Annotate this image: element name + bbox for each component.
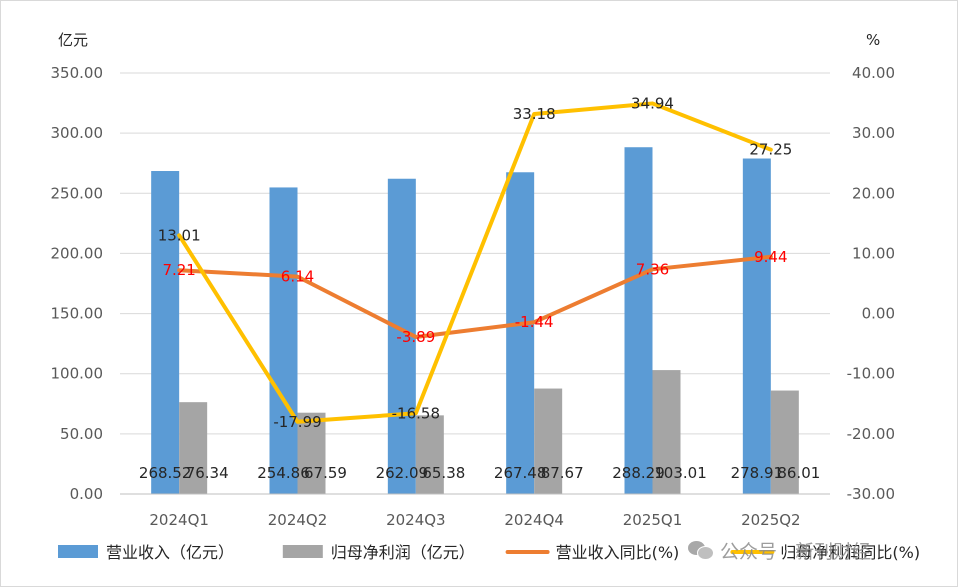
bar-value-label: 76.34 [186, 464, 229, 482]
line-value-label: 27.25 [749, 141, 792, 159]
axes: 0.00 50.00 100.00 150.00 200.00 250.00 300.00 3… [51, 31, 896, 529]
x-tick-label: 2024Q4 [504, 511, 564, 529]
y-right-unit-label: % [866, 31, 880, 49]
series-line [177, 254, 773, 339]
bar [652, 370, 681, 494]
legend: 营业收入（亿元） 归母净利润（亿元） 营业收入同比(%) 归母净利润同比(%) [58, 543, 920, 562]
line-value-label: 7.36 [636, 260, 669, 278]
y-left-unit-label: 亿元 [58, 31, 88, 49]
bar-value-label: 254.86 [257, 464, 310, 482]
data-labels: 268.52 254.86 262.09 267.48 288.29 278.91 76.3… [139, 94, 820, 482]
y-right-tick-label: 40.00 [852, 64, 895, 82]
y-left-tick-label: 350.00 [51, 64, 104, 82]
watermark: 公众号 · 新刊财经 [688, 535, 871, 565]
line-value-label: -16.58 [392, 404, 440, 422]
y-right-tick-label: 30.00 [852, 124, 895, 142]
line-value-label: -3.89 [396, 328, 435, 346]
bar [151, 171, 180, 495]
bar [415, 415, 444, 494]
line-value-label: 34.94 [631, 94, 674, 112]
bar [624, 147, 653, 494]
bar-value-label: 288.29 [612, 464, 665, 482]
bar [269, 187, 298, 495]
wechat-icon [688, 539, 714, 561]
series-line [177, 101, 773, 424]
bar [179, 402, 208, 494]
bar-value-label: 262.09 [376, 464, 429, 482]
line-value-label: 7.21 [162, 261, 195, 279]
bar [534, 388, 563, 494]
bar-value-label: 278.91 [731, 464, 784, 482]
y-left-tick-label: 0.00 [70, 485, 103, 503]
line-value-label: 33.18 [513, 105, 556, 123]
legend-label: 归母净利润（亿元） [331, 543, 475, 562]
bar-value-label: 267.48 [494, 464, 547, 482]
x-tick-label: 2024Q3 [386, 511, 446, 529]
lines [177, 101, 773, 424]
y-left-tick-label: 100.00 [51, 365, 104, 383]
line-value-label: 9.44 [754, 248, 787, 266]
gridlines [120, 72, 830, 435]
line-value-label: 6.14 [281, 268, 314, 286]
bar [297, 412, 326, 494]
bar-value-label: 67.59 [304, 464, 347, 482]
x-tick-label: 2025Q1 [623, 511, 683, 529]
y-right-tick-label: 0.00 [862, 305, 895, 323]
bar-value-label: 87.67 [541, 464, 584, 482]
x-tick-label: 2025Q2 [741, 511, 801, 529]
legend-swatch [282, 545, 323, 558]
y-right-tick-label: -30.00 [847, 485, 895, 503]
y-right-tick-label: -10.00 [847, 365, 895, 383]
bar [770, 390, 799, 494]
bar [506, 172, 535, 494]
y-left-tick-label: 200.00 [51, 244, 104, 262]
legend-label: 营业收入（亿元） [106, 543, 234, 562]
bar-value-label: 268.52 [139, 464, 192, 482]
legend-label: 归母净利润同比(%) [780, 543, 920, 562]
bar [742, 158, 771, 494]
watermark-text: 公众号 · 新刊财经 [720, 540, 872, 563]
y-left-tick-label: 250.00 [51, 184, 104, 202]
line-value-label: 13.01 [158, 226, 201, 244]
bar-value-label: 103.01 [654, 464, 707, 482]
bar-value-label: 86.01 [777, 464, 820, 482]
bar-value-label: 65.38 [422, 464, 465, 482]
bars [151, 147, 799, 495]
line-value-label: -17.99 [273, 413, 321, 431]
y-left-tick-label: 50.00 [60, 425, 103, 443]
legend-swatch [58, 545, 98, 558]
y-left-tick-label: 150.00 [51, 305, 104, 323]
y-right-tick-label: 20.00 [852, 184, 895, 202]
y-right-tick-label: -20.00 [847, 425, 895, 443]
x-tick-label: 2024Q1 [149, 511, 209, 529]
legend-label: 营业收入同比(%) [556, 543, 680, 562]
y-right-tick-label: 10.00 [852, 244, 895, 262]
line-value-label: -1.44 [515, 313, 554, 331]
x-tick-label: 2024Q2 [268, 511, 328, 529]
y-left-tick-label: 300.00 [51, 124, 104, 142]
